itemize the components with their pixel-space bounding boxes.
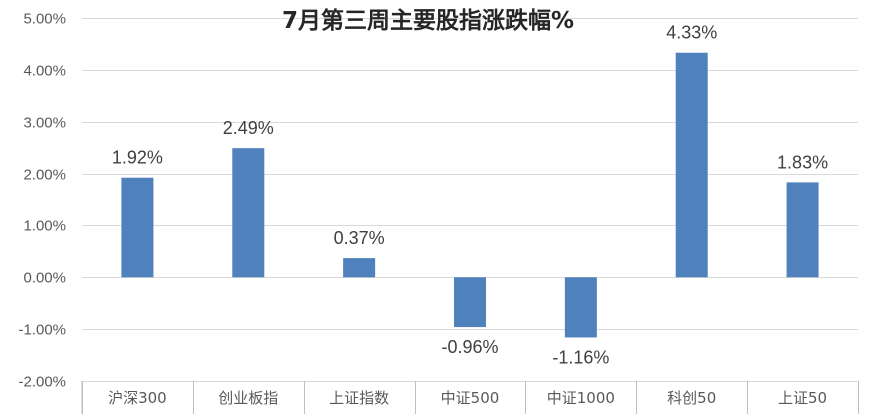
x-tick-label: 上证指数 [329, 389, 389, 407]
bar [675, 52, 708, 278]
y-tick-label: -2.00% [18, 374, 66, 391]
y-tick-label: 5.00% [23, 11, 66, 28]
x-tick-label: 科创50 [667, 389, 716, 407]
data-label: -1.16% [552, 347, 609, 367]
x-tick-label: 中证1000 [547, 389, 615, 407]
bar [564, 277, 597, 338]
y-tick-label: 1.00% [23, 218, 66, 235]
data-label: 1.83% [777, 152, 828, 172]
bar [121, 177, 154, 278]
data-labels: 1.92% 2.49% 0.37% -0.96% -1.16% 4.33% 1.83% [112, 23, 828, 368]
x-tick-label: 上证50 [778, 389, 827, 407]
x-tick-label: 中证500 [441, 389, 500, 407]
y-tick-label: 0.00% [23, 270, 66, 287]
data-label: -0.96% [441, 337, 498, 357]
y-tick-label: -1.00% [18, 322, 66, 339]
data-label: 1.92% [112, 148, 163, 168]
data-label: 0.37% [334, 228, 385, 248]
y-axis-tick-labels: 5.00% 4.00% 3.00% 2.00% 1.00% 0.00% -1.00% -2.0… [18, 11, 66, 391]
x-axis-tick-labels: 沪深300 创业板指 上证指数 中证500 中证1000 科创50 上证50 [108, 389, 827, 407]
y-tick-label: 2.00% [23, 167, 66, 184]
y-tick-label: 3.00% [23, 115, 66, 132]
bar [786, 182, 819, 278]
chart-title: 7月第三周主要股指涨跌幅% [282, 7, 574, 34]
x-tick-label: 沪深300 [108, 389, 167, 407]
data-label: 2.49% [223, 118, 274, 138]
bars [121, 52, 819, 338]
bar [454, 277, 486, 328]
bar [232, 148, 265, 278]
data-label: 4.33% [666, 23, 717, 43]
bar [343, 258, 376, 278]
y-tick-label: 4.00% [23, 63, 66, 80]
x-tick-label: 创业板指 [218, 389, 278, 407]
